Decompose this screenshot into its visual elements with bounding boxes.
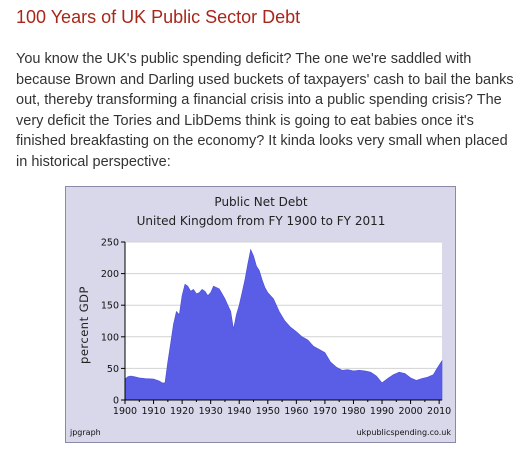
x-tick-label: 1970 bbox=[313, 406, 337, 417]
chart-canvas: Public Net Debt United Kingdom from FY 1… bbox=[69, 195, 452, 437]
x-tick-label: 1900 bbox=[113, 406, 137, 417]
y-tick-label: 0 bbox=[113, 396, 119, 407]
y-tick-label: 150 bbox=[101, 301, 119, 312]
x-tick-label: 1990 bbox=[370, 406, 394, 417]
post-body-text: You know the UK's public spending defici… bbox=[16, 51, 514, 170]
x-tick-label: 1960 bbox=[284, 406, 308, 417]
x-tick-label: 1940 bbox=[227, 406, 251, 417]
x-tick-label: 1920 bbox=[170, 406, 194, 417]
y-tick-label: 200 bbox=[101, 269, 119, 280]
y-tick-label: 100 bbox=[101, 332, 119, 343]
chart-credit-right: ukpublicspending.co.uk bbox=[357, 428, 452, 437]
x-tick-label: 1930 bbox=[199, 406, 223, 417]
x-tick-label: 1980 bbox=[341, 406, 365, 417]
x-tick-label: 2010 bbox=[427, 406, 451, 417]
post-title: 100 Years of UK Public Sector Debt bbox=[16, 7, 301, 27]
y-tick-label: 50 bbox=[107, 364, 119, 375]
debt-chart: Public Net Debt United Kingdom from FY 1… bbox=[65, 186, 456, 443]
series-area-public-net-debt bbox=[124, 248, 443, 401]
y-axis-label: percent GDP bbox=[77, 286, 91, 364]
chart-subtitle: United Kingdom from FY 1900 to FY 2011 bbox=[137, 214, 386, 228]
chart-credit-left: jpgraph bbox=[69, 428, 101, 437]
x-tick-label: 1950 bbox=[256, 406, 280, 417]
y-tick-label: 250 bbox=[101, 238, 119, 249]
x-tick-label: 1910 bbox=[141, 406, 165, 417]
chart-title: Public Net Debt bbox=[214, 195, 307, 209]
x-tick-label: 2000 bbox=[398, 406, 422, 417]
